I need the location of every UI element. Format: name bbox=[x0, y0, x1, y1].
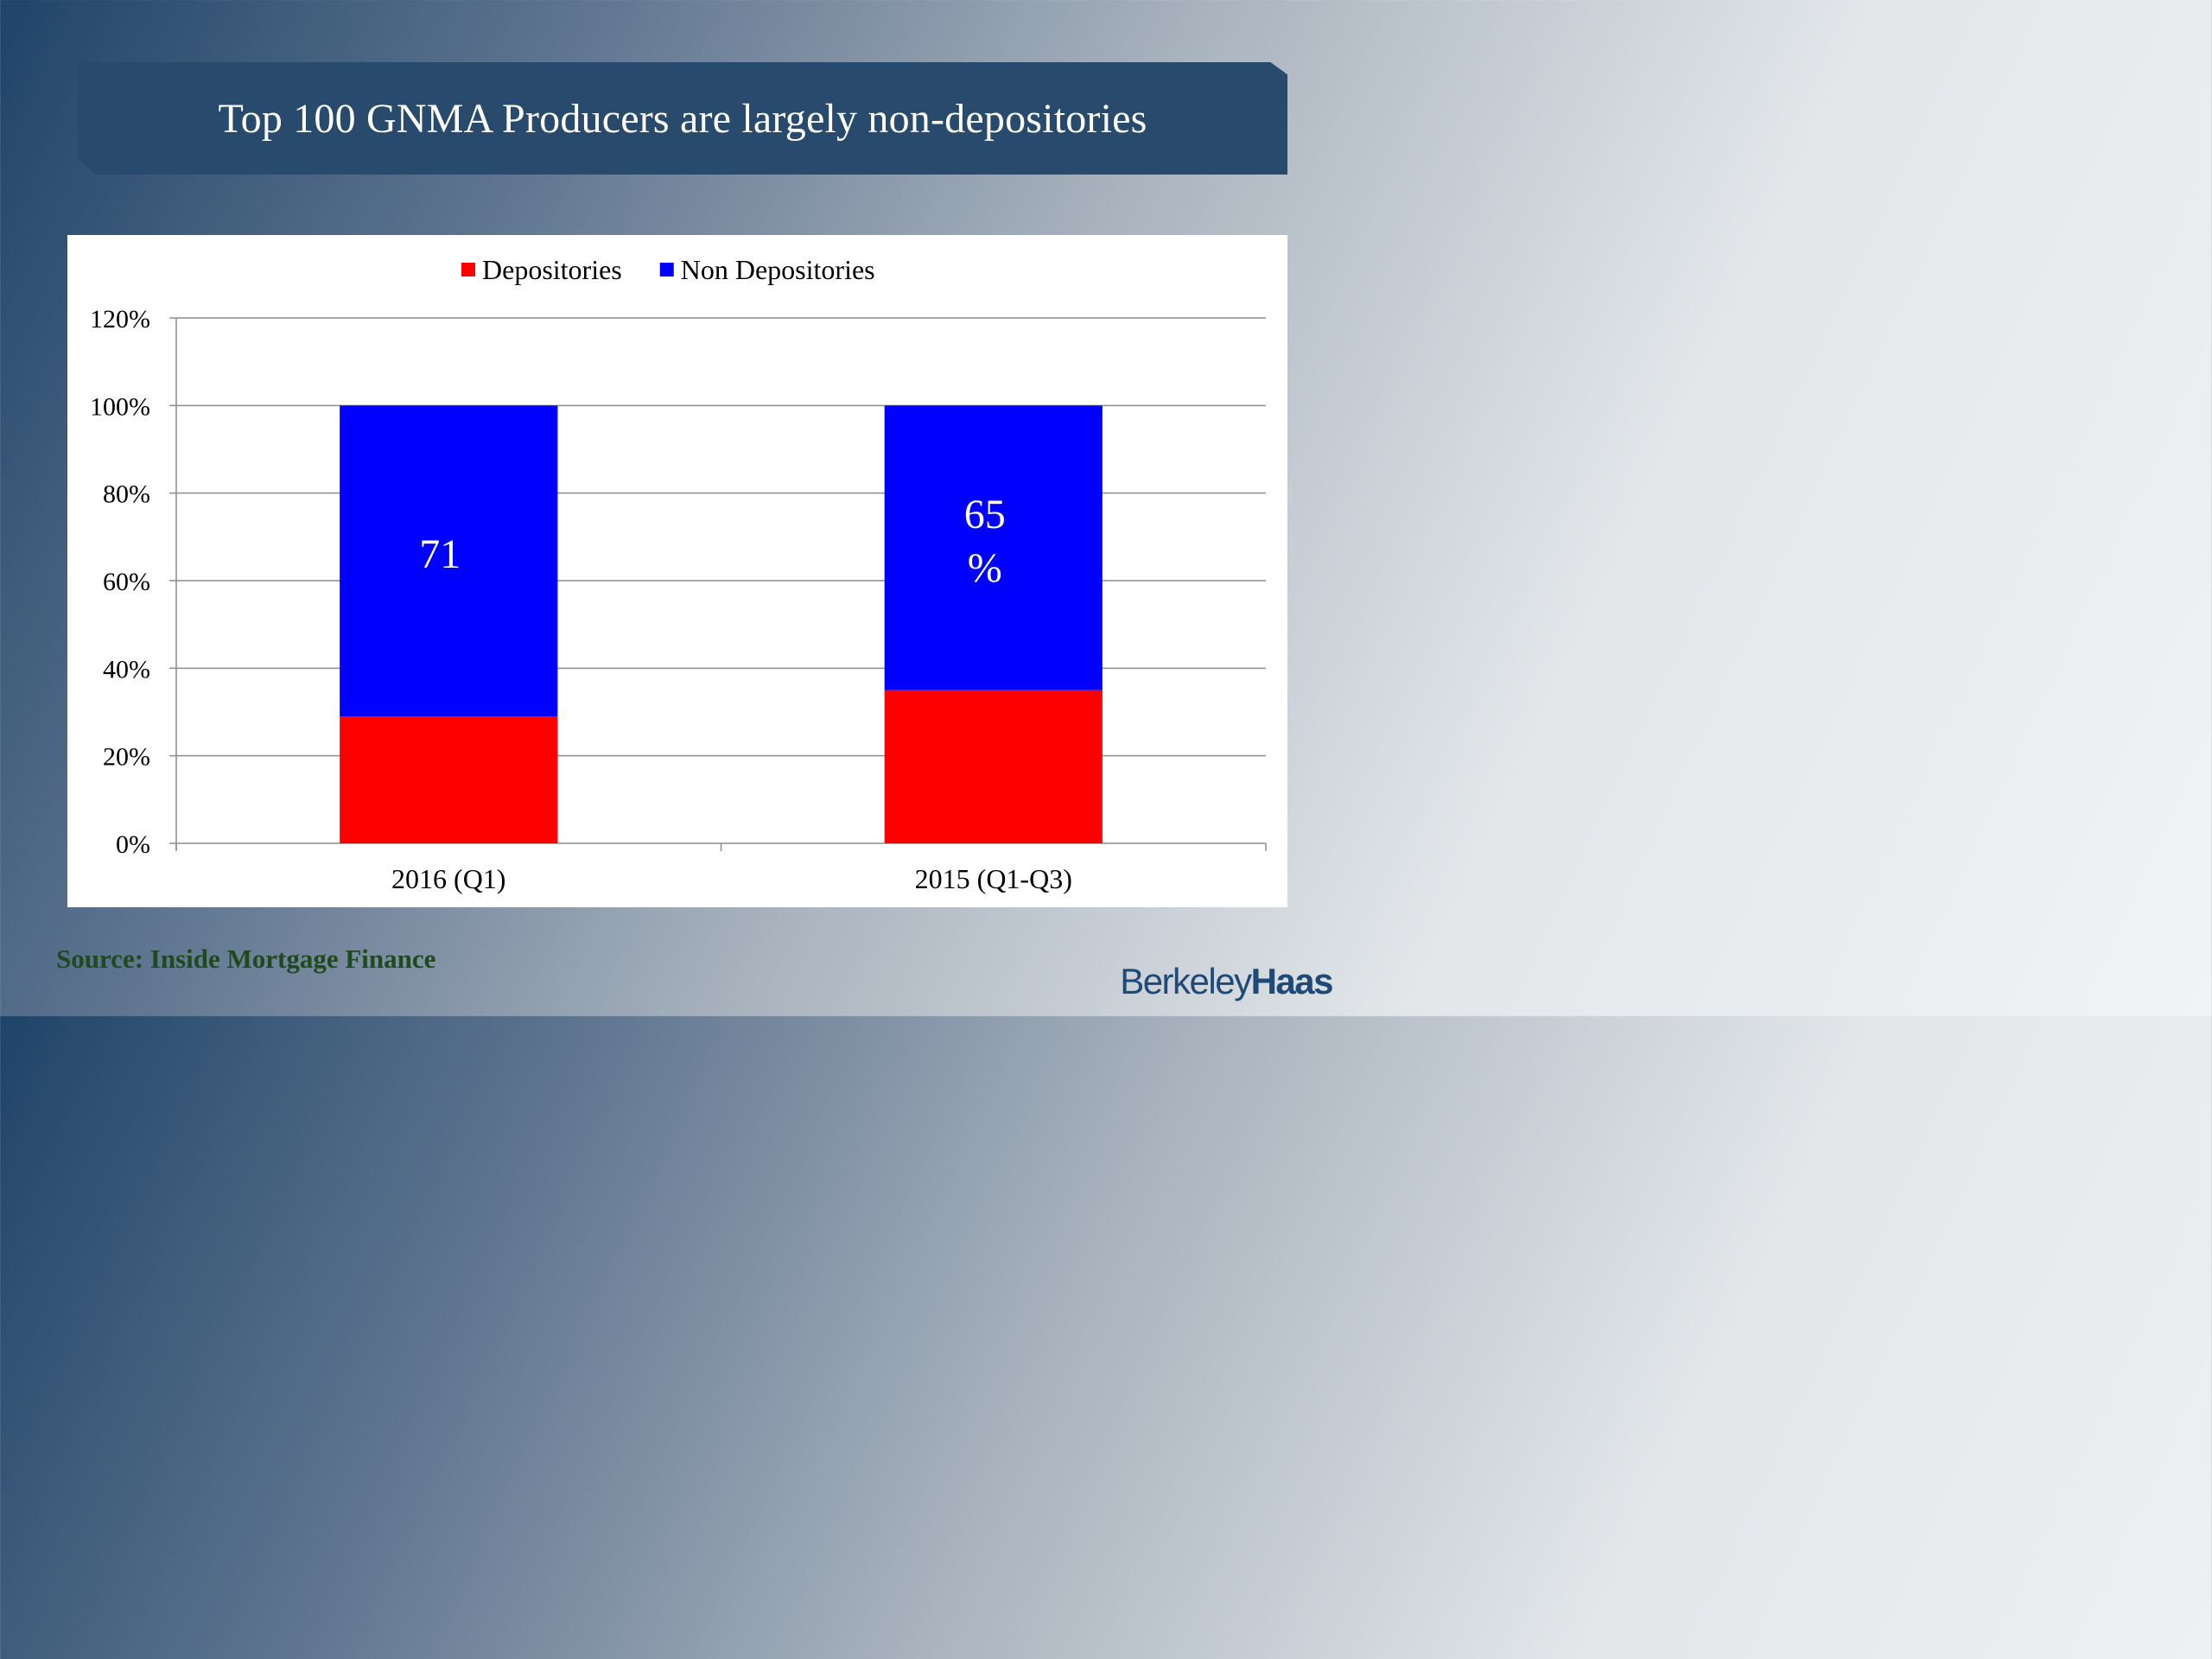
bar-non-depositories bbox=[340, 405, 558, 717]
y-tick-label: 120% bbox=[90, 305, 150, 334]
x-tick-label: 2016 (Q1) bbox=[391, 863, 505, 894]
stacked-bar-chart: 0% 20% 40% 60% 80% 100% 120% 2016 (Q1) 2015 (Q1-… bbox=[90, 254, 1267, 894]
legend-label: Non Depositories bbox=[681, 254, 875, 285]
source-note: Source: Inside Mortgage Finance bbox=[56, 944, 436, 974]
data-label: 65 bbox=[964, 492, 1006, 537]
y-tick-label: 60% bbox=[103, 568, 150, 596]
legend-swatch bbox=[461, 263, 475, 276]
bar-depositories bbox=[340, 716, 558, 843]
data-label: % bbox=[968, 545, 1002, 591]
slide-title: Top 100 GNMA Producers are largely non-d… bbox=[218, 95, 1147, 142]
y-tick-label: 100% bbox=[90, 392, 150, 421]
bar-non-depositories bbox=[884, 405, 1103, 690]
y-tick-label: 40% bbox=[103, 655, 150, 683]
logo-text-haas: Haas bbox=[1250, 961, 1334, 1001]
x-tick-label: 2015 (Q1-Q3) bbox=[915, 863, 1072, 894]
logo-text-berkeley: Berkeley bbox=[1120, 961, 1252, 1001]
y-tick-label: 80% bbox=[103, 480, 150, 509]
y-tick-label: 0% bbox=[116, 830, 150, 859]
legend-swatch bbox=[659, 263, 674, 276]
legend-label: Depositories bbox=[482, 254, 622, 285]
berkeley-haas-logo: BerkeleyHaas bbox=[1120, 961, 1334, 1002]
title-banner: Top 100 GNMA Producers are largely non-d… bbox=[78, 62, 1287, 175]
data-label: 71 bbox=[419, 531, 461, 577]
bar-depositories bbox=[884, 690, 1103, 843]
y-tick-label: 20% bbox=[103, 743, 150, 772]
chart-panel: 0% 20% 40% 60% 80% 100% 120% 2016 (Q1) 2015 (Q1-… bbox=[67, 235, 1287, 907]
